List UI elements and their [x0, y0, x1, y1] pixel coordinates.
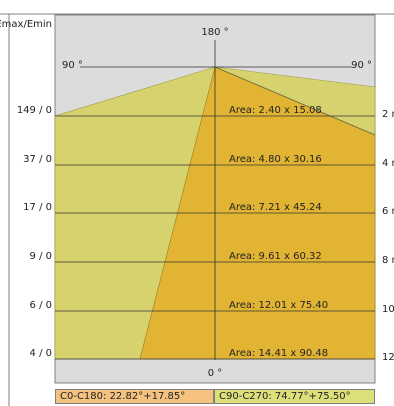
- area-label: Area: 9.61 x 60.32: [229, 251, 322, 262]
- area-label: Area: 2.40 x 15.08: [229, 105, 322, 116]
- ratio-label: 6 / 0: [30, 300, 52, 311]
- angle-left-label: 90 °: [62, 60, 83, 71]
- distance-label: 12 m: [382, 352, 394, 363]
- ratio-label: 17 / 0: [23, 202, 52, 213]
- distance-label: 4 m: [382, 158, 394, 169]
- area-label: Area: 7.21 x 45.24: [229, 202, 322, 213]
- ratio-label: 37 / 0: [23, 154, 52, 165]
- angle-top-label: 180 °: [201, 27, 228, 38]
- ratio-label: 4 / 0: [30, 348, 52, 359]
- area-label: Area: 12.01 x 75.40: [229, 300, 328, 311]
- ratio-label: 9 / 0: [30, 251, 52, 262]
- right-beam-edge-line: [214, 66, 376, 136]
- distance-label: 6 m: [382, 206, 394, 217]
- ratio-label: 149 / 0: [17, 105, 52, 116]
- angle-bottom-label: 0 °: [208, 368, 223, 379]
- area-label: Area: 4.80 x 30.16: [229, 154, 322, 165]
- emax-emin-header: Emax/Emin: [0, 19, 52, 30]
- area-label: Area: 14.41 x 90.48: [229, 348, 328, 359]
- distance-label: 8 m: [382, 255, 394, 266]
- distance-label: 10 m: [382, 304, 394, 315]
- angle-right-label: 90 °: [351, 60, 372, 71]
- legend-c90-c270: C90-C270: 74.77°+75.50°: [214, 389, 375, 404]
- legend-c0-c180: C0-C180: 22.82°+17.85°: [55, 389, 214, 404]
- distance-label: 2 m: [382, 109, 394, 120]
